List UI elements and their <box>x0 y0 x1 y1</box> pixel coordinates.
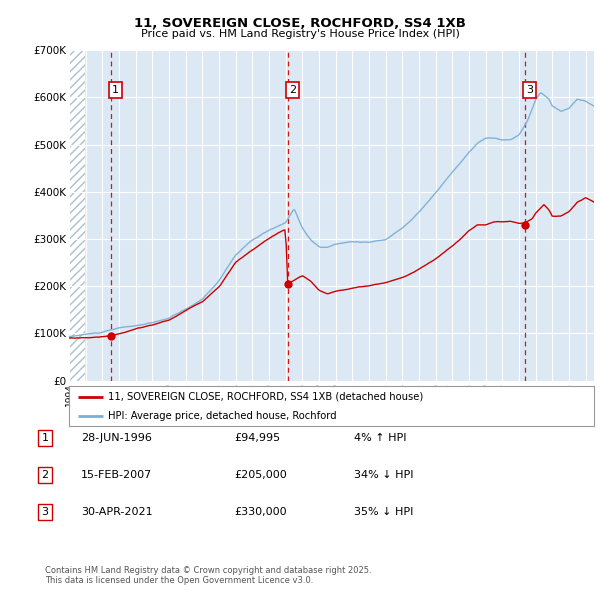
Bar <box>69 50 85 381</box>
Text: 11, SOVEREIGN CLOSE, ROCHFORD, SS4 1XB: 11, SOVEREIGN CLOSE, ROCHFORD, SS4 1XB <box>134 17 466 30</box>
Text: 2: 2 <box>41 470 49 480</box>
Text: £205,000: £205,000 <box>234 470 287 480</box>
Text: 35% ↓ HPI: 35% ↓ HPI <box>354 507 413 517</box>
Text: 2: 2 <box>289 85 296 95</box>
Text: 4% ↑ HPI: 4% ↑ HPI <box>354 433 407 442</box>
Text: 1: 1 <box>41 433 49 442</box>
Text: 28-JUN-1996: 28-JUN-1996 <box>81 433 152 442</box>
Text: 34% ↓ HPI: 34% ↓ HPI <box>354 470 413 480</box>
Text: HPI: Average price, detached house, Rochford: HPI: Average price, detached house, Roch… <box>109 411 337 421</box>
Text: £94,995: £94,995 <box>234 433 280 442</box>
Text: 15-FEB-2007: 15-FEB-2007 <box>81 470 152 480</box>
Text: 11, SOVEREIGN CLOSE, ROCHFORD, SS4 1XB (detached house): 11, SOVEREIGN CLOSE, ROCHFORD, SS4 1XB (… <box>109 392 424 402</box>
Text: 1: 1 <box>112 85 119 95</box>
Text: 3: 3 <box>41 507 49 517</box>
Text: Contains HM Land Registry data © Crown copyright and database right 2025.
This d: Contains HM Land Registry data © Crown c… <box>45 566 371 585</box>
Text: Price paid vs. HM Land Registry's House Price Index (HPI): Price paid vs. HM Land Registry's House … <box>140 30 460 39</box>
Text: £330,000: £330,000 <box>234 507 287 517</box>
Text: 30-APR-2021: 30-APR-2021 <box>81 507 152 517</box>
Text: 3: 3 <box>526 85 533 95</box>
